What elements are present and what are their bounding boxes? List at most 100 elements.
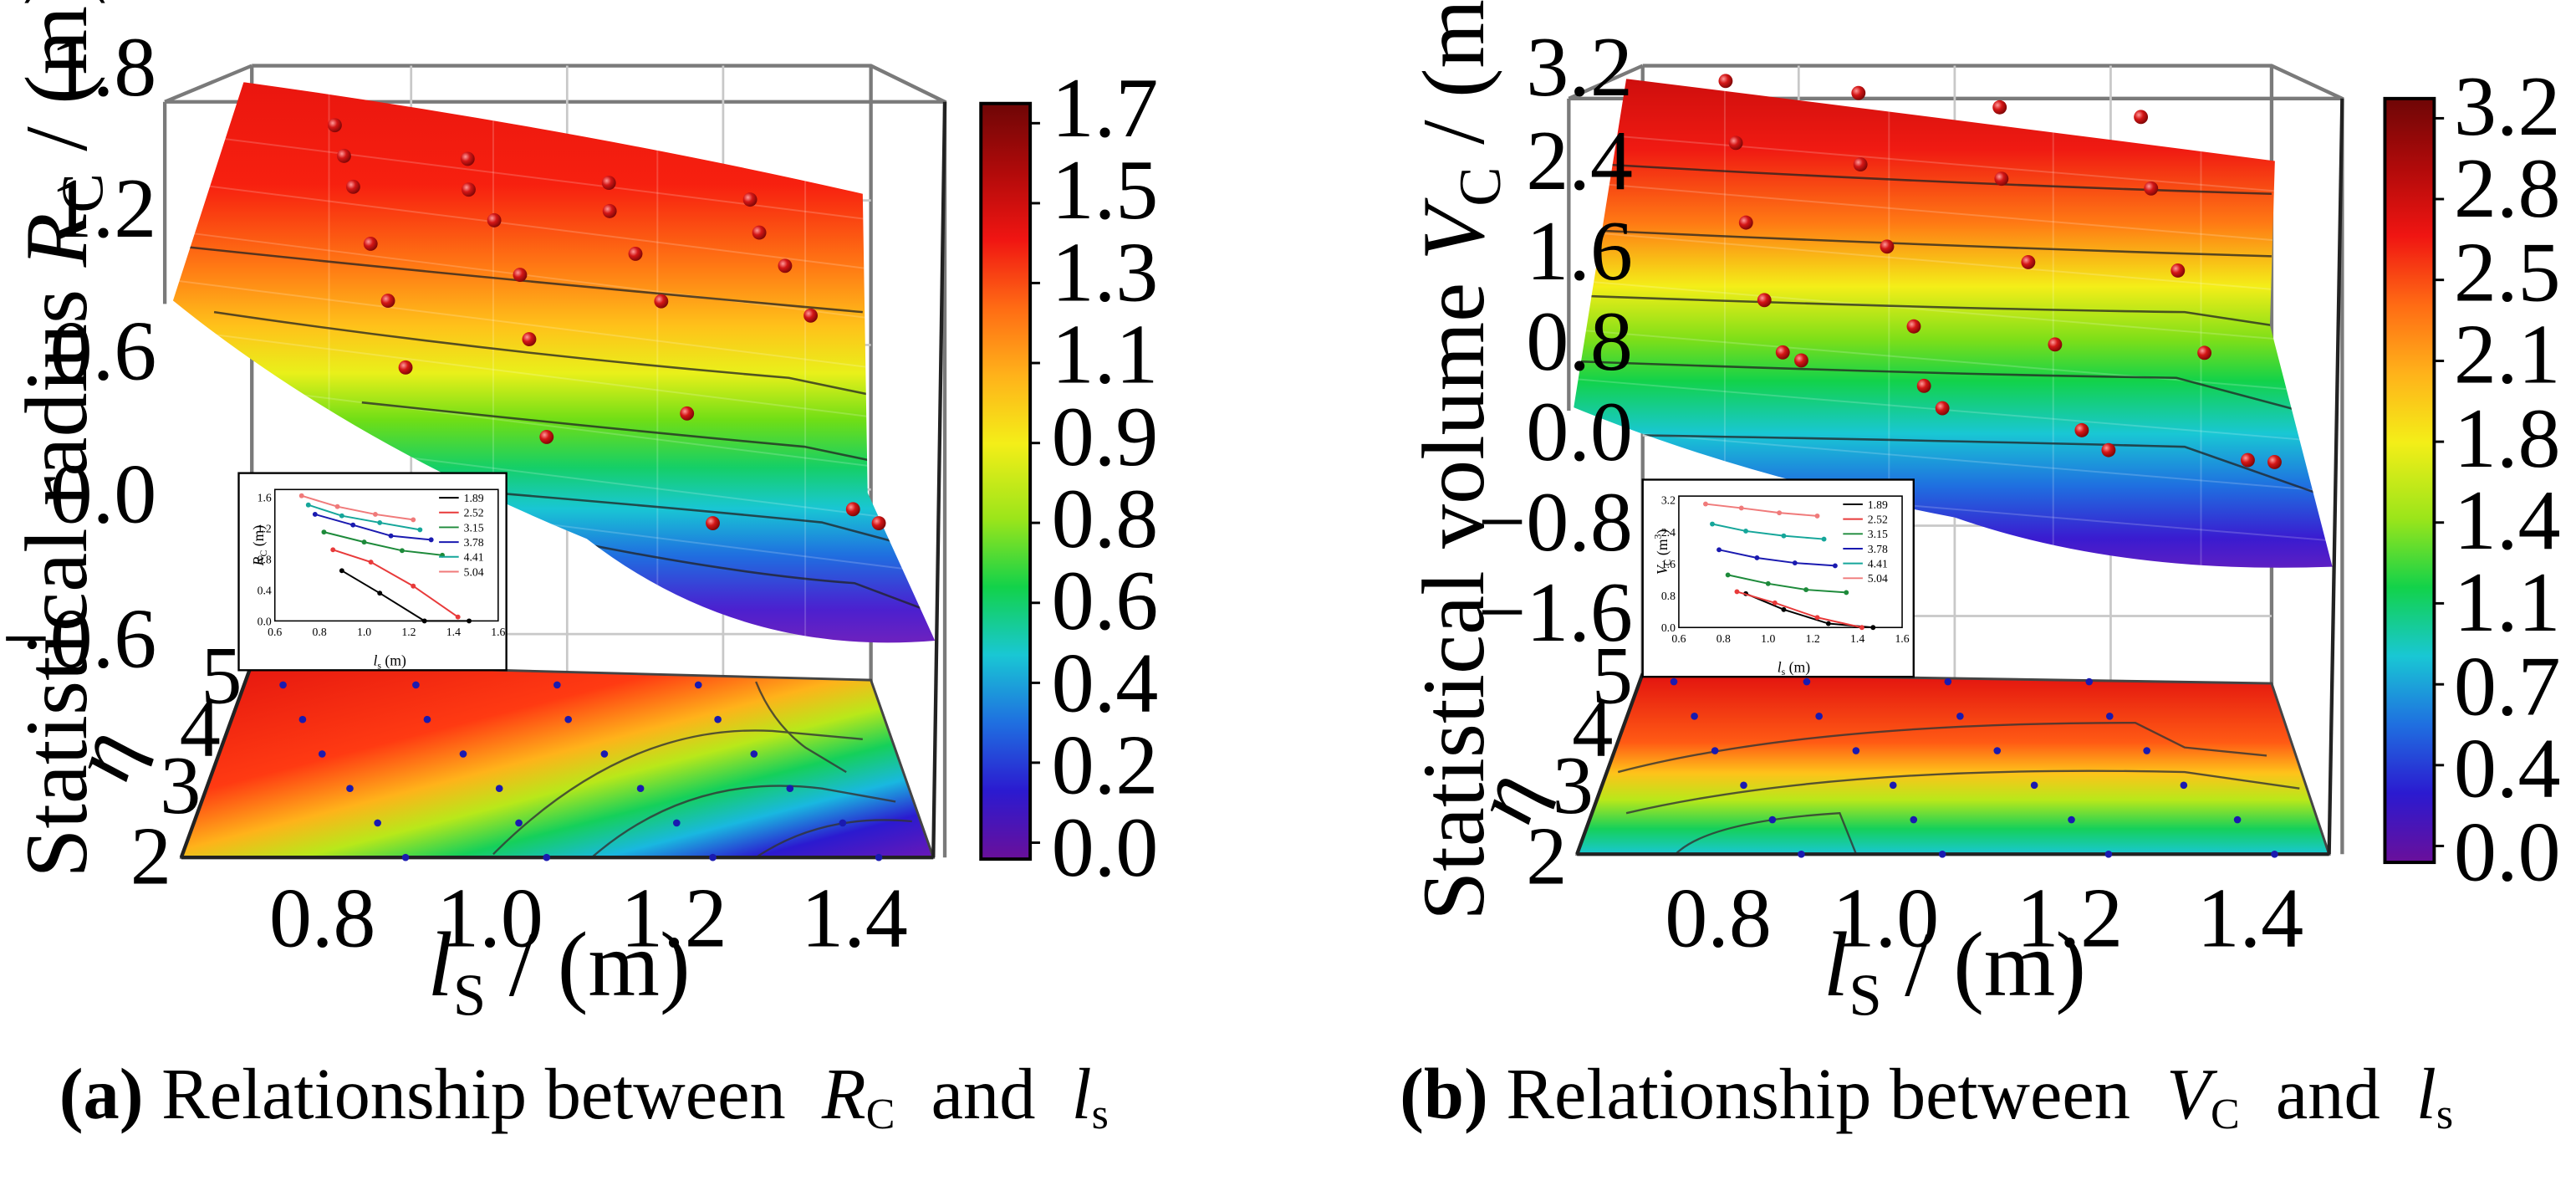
chart-b-colorbar-tick-label: 2.5 bbox=[2454, 225, 2561, 320]
chart-a-floor-point bbox=[714, 715, 722, 723]
chart-b-inset-series-line bbox=[1718, 549, 1835, 567]
chart-a-data-point bbox=[752, 225, 767, 240]
chart-a-inset-legend-label: 1.89 bbox=[464, 492, 484, 504]
chart-a-inset-marker bbox=[467, 618, 472, 624]
chart-b-inset-marker bbox=[1734, 589, 1740, 595]
chart-b-colorbar-bar bbox=[2383, 96, 2436, 865]
chart-b-inset-x-tick: 1.4 bbox=[1850, 632, 1864, 645]
chart-a-inset-y-tick: 0.0 bbox=[258, 615, 272, 627]
chart-a-data-points bbox=[279, 118, 886, 861]
chart-b-z-tick: 3.2 bbox=[1526, 20, 1633, 115]
chart-b-inset-marker bbox=[1821, 536, 1827, 542]
chart-b-inset-marker bbox=[1825, 621, 1831, 626]
chart-a-inset-series-line bbox=[301, 494, 414, 521]
chart-b-inset-x-tick: 1.2 bbox=[1806, 632, 1820, 645]
chart-a-floor-point bbox=[279, 681, 287, 689]
chart-b-eta-tick: 4 bbox=[1572, 683, 1613, 774]
chart-b-floor-point bbox=[1815, 712, 1823, 720]
chart-a-data-point bbox=[539, 429, 554, 444]
chart-a-colorbar-tick-label: 1.7 bbox=[1052, 61, 1159, 156]
chart-a-z-axis-label: Statistical radius RC / (m) bbox=[7, 0, 116, 878]
chart-a-floor-point bbox=[672, 819, 681, 827]
chart-a-x-tick: 1.0 bbox=[436, 871, 543, 965]
chart-a-data-point bbox=[513, 268, 528, 283]
chart-b-floor-point bbox=[1910, 815, 1918, 824]
chart-a-colorbar-tick-label: 1.1 bbox=[1052, 308, 1159, 402]
chart-b-inset-marker bbox=[1814, 513, 1820, 519]
chart-b-floor-point bbox=[1956, 712, 1964, 720]
chart-a-front-frame bbox=[179, 101, 947, 860]
chart-a-floor-point bbox=[459, 750, 467, 758]
caption-b-var2: l bbox=[2415, 1053, 2436, 1134]
chart-b-floor-projection bbox=[1575, 672, 2331, 856]
chart-a-colorbar-tick-label: 0.6 bbox=[1052, 554, 1159, 648]
chart-a-data-point bbox=[871, 516, 886, 530]
chart-b: 3.2 2.4 1.6 0.8 0.0 −0.8 −1.6 5 4 3 2 η … bbox=[1404, 0, 2561, 1029]
caption-b-var2-sub: s bbox=[2436, 1090, 2454, 1138]
chart-b-z-tick: −0.8 bbox=[1478, 475, 1633, 570]
chart-a-colorbar-tick-label: 0.4 bbox=[1052, 636, 1159, 730]
chart-a-inset-x-tick: 1.6 bbox=[491, 626, 505, 638]
chart-b-inset-marker bbox=[1792, 560, 1798, 566]
chart-b-inset-marker bbox=[1702, 501, 1708, 507]
chart-a-inset-x-tick: 1.2 bbox=[401, 626, 416, 638]
chart-b-inset-legend-label: 4.41 bbox=[1868, 558, 1888, 570]
chart-b-data-point bbox=[1853, 157, 1868, 172]
chart-a-floor-point bbox=[875, 853, 883, 861]
chart-a-inset-xlabel: ls (m) bbox=[373, 652, 406, 671]
chart-a-inset-x-tick: 0.6 bbox=[268, 626, 282, 638]
chart-a-inset-ylabel: RC (m) bbox=[250, 525, 269, 567]
chart-b-inset-xlabel: ls (m) bbox=[1778, 658, 1811, 677]
chart-a-z-tick: 1.8 bbox=[50, 20, 157, 115]
chart-a: 1.8 1.2 0.6 0.0 −0.6 5 4 3 2 η 0.8 1.0 1… bbox=[2, 0, 1158, 1029]
chart-a-colorbar-tick-label: 1.3 bbox=[1052, 225, 1159, 320]
chart-b-inset-marker bbox=[1738, 505, 1744, 511]
chart-b-colorbar-tick-label: 1.8 bbox=[2454, 391, 2561, 486]
chart-a-inset-marker bbox=[305, 502, 311, 508]
chart-a-data-point bbox=[487, 212, 502, 227]
chart-b-inset-legend-label: 3.15 bbox=[1868, 528, 1888, 540]
chart-b-inset-marker bbox=[1777, 510, 1783, 516]
chart-b-inset-x-tick: 1.0 bbox=[1761, 632, 1775, 645]
chart-a-z-tick: 0.6 bbox=[50, 304, 157, 399]
chart-a-inset-x-tick: 1.0 bbox=[357, 626, 371, 638]
chart-b-floor-point bbox=[2104, 850, 2113, 858]
chart-b-colorbar-tick-label: 3.2 bbox=[2454, 59, 2561, 154]
chart-a-inset-y-tick: 0.4 bbox=[258, 584, 272, 596]
chart-b-inset-marker bbox=[1803, 587, 1809, 593]
chart-a-data-point bbox=[602, 203, 617, 218]
chart-a-x-tick: 0.8 bbox=[269, 871, 376, 965]
chart-b-inset-marker bbox=[1859, 625, 1864, 631]
chart-a-inset-marker bbox=[361, 539, 367, 545]
chart-a-data-point bbox=[706, 516, 720, 530]
chart-a-floor-point bbox=[298, 715, 307, 723]
chart-a-data-point bbox=[845, 502, 860, 517]
chart-a-colorbar-tick-label: 0.9 bbox=[1052, 390, 1159, 484]
chart-b-data-point bbox=[1880, 239, 1895, 254]
chart-b-data-point bbox=[1916, 378, 1931, 393]
chart-b-data-point bbox=[1728, 135, 1743, 151]
chart-a-inset-marker bbox=[377, 519, 383, 525]
chart-a-inset-legend-label: 5.04 bbox=[464, 565, 484, 578]
chart-b-inset-y-tick: 0.8 bbox=[1661, 590, 1676, 602]
chart-a-inset-marker bbox=[428, 537, 434, 543]
chart-a-data-point bbox=[778, 258, 793, 273]
chart-b-data-point bbox=[1718, 74, 1733, 89]
chart-a-inset: 0.6 0.8 1.0 1.2 1.4 1.6 1.6 1.2 0.8 0.4 0.0 1.89 2.5… bbox=[237, 472, 508, 672]
chart-b-inset-marker bbox=[1772, 600, 1778, 606]
chart-a-eta-tick: 4 bbox=[180, 683, 221, 774]
chart-b-floor-point bbox=[1798, 850, 1805, 858]
chart-a-inset-marker bbox=[455, 614, 461, 620]
caption-b-and: and bbox=[2275, 1053, 2380, 1134]
chart-b-floor-point bbox=[1944, 677, 1952, 686]
chart-a-data-point bbox=[803, 308, 819, 323]
chart-a-z-tick: 0.0 bbox=[50, 447, 157, 542]
chart-a-z-tick: −0.6 bbox=[2, 591, 156, 686]
chart-b-floor-point bbox=[2085, 677, 2094, 686]
caption-a-text: Relationship between bbox=[161, 1053, 786, 1134]
chart-b-data-point bbox=[1992, 100, 2007, 115]
chart-a-colorbar-ticks bbox=[1030, 121, 1040, 844]
chart-a-inset-y-tick: 0.8 bbox=[258, 553, 272, 565]
chart-a-inset-marker bbox=[399, 548, 405, 554]
chart-a-inset-x-tick: 0.8 bbox=[313, 626, 327, 638]
